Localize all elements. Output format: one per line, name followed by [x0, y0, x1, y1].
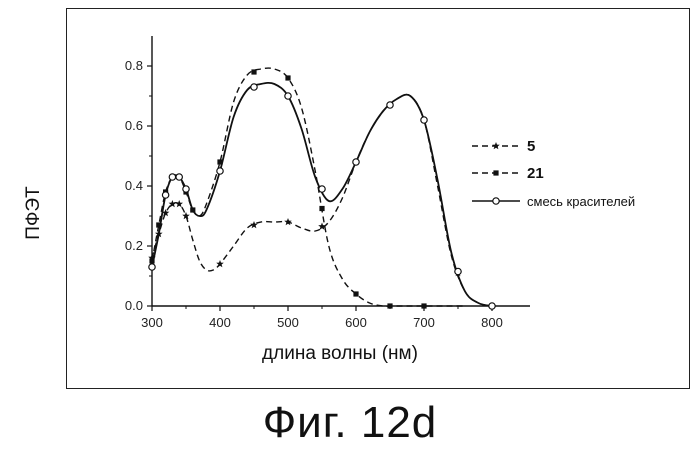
y-tick-label: 0.4	[125, 178, 143, 193]
data-point	[183, 186, 189, 192]
data-point	[421, 117, 427, 123]
data-point	[387, 303, 392, 308]
legend-item-2: 21	[472, 165, 544, 182]
x-tick-label: 300	[141, 315, 163, 330]
data-point	[455, 268, 461, 274]
y-tick-label: 0.8	[125, 58, 143, 73]
y-tick-label: 0.2	[125, 238, 143, 253]
x-tick-label: 500	[277, 315, 299, 330]
data-point	[217, 168, 223, 174]
data-point	[285, 75, 290, 80]
legend-label: 21	[527, 165, 544, 182]
x-tick-label: 700	[413, 315, 435, 330]
legend: 5 21 смесь красителей	[472, 138, 635, 209]
plot-area	[148, 68, 495, 309]
data-point	[162, 192, 168, 198]
x-tick-label: 600	[345, 315, 367, 330]
data-point	[353, 159, 359, 165]
y-tick-label: 0.0	[125, 298, 143, 313]
figure-caption: Фиг. 12d	[0, 398, 700, 448]
legend-marker	[493, 170, 498, 175]
data-point	[175, 200, 183, 207]
legend-label: смесь красителей	[527, 194, 635, 209]
data-point	[182, 212, 190, 219]
data-point	[149, 264, 155, 270]
x-tick-label: 800	[481, 315, 503, 330]
data-point	[285, 93, 291, 99]
data-point	[284, 218, 292, 225]
data-point	[319, 186, 325, 192]
legend-item-1: 5	[472, 138, 535, 155]
data-point	[319, 206, 324, 211]
series-3	[149, 83, 495, 309]
legend-marker	[493, 198, 499, 204]
data-point	[489, 303, 495, 309]
data-point	[251, 69, 256, 74]
data-point	[176, 174, 182, 180]
legend-item-3: смесь красителей	[472, 194, 635, 209]
data-point	[353, 291, 358, 296]
data-point	[250, 221, 258, 228]
x-axis-label: длина волны (нм)	[262, 343, 418, 364]
data-point	[169, 174, 175, 180]
data-point	[387, 102, 393, 108]
y-tick-label: 0.6	[125, 118, 143, 133]
axes: 300 400 500 600 700 800 0.0 0.2 0.4 0.6 0.8	[125, 36, 530, 330]
y-axis-label: ПФЭТ	[23, 186, 44, 240]
legend-label: 5	[527, 138, 535, 155]
data-point	[421, 303, 426, 308]
legend-marker	[492, 142, 500, 149]
data-point	[251, 84, 257, 90]
x-tick-label: 400	[209, 315, 231, 330]
series-line	[152, 83, 492, 306]
